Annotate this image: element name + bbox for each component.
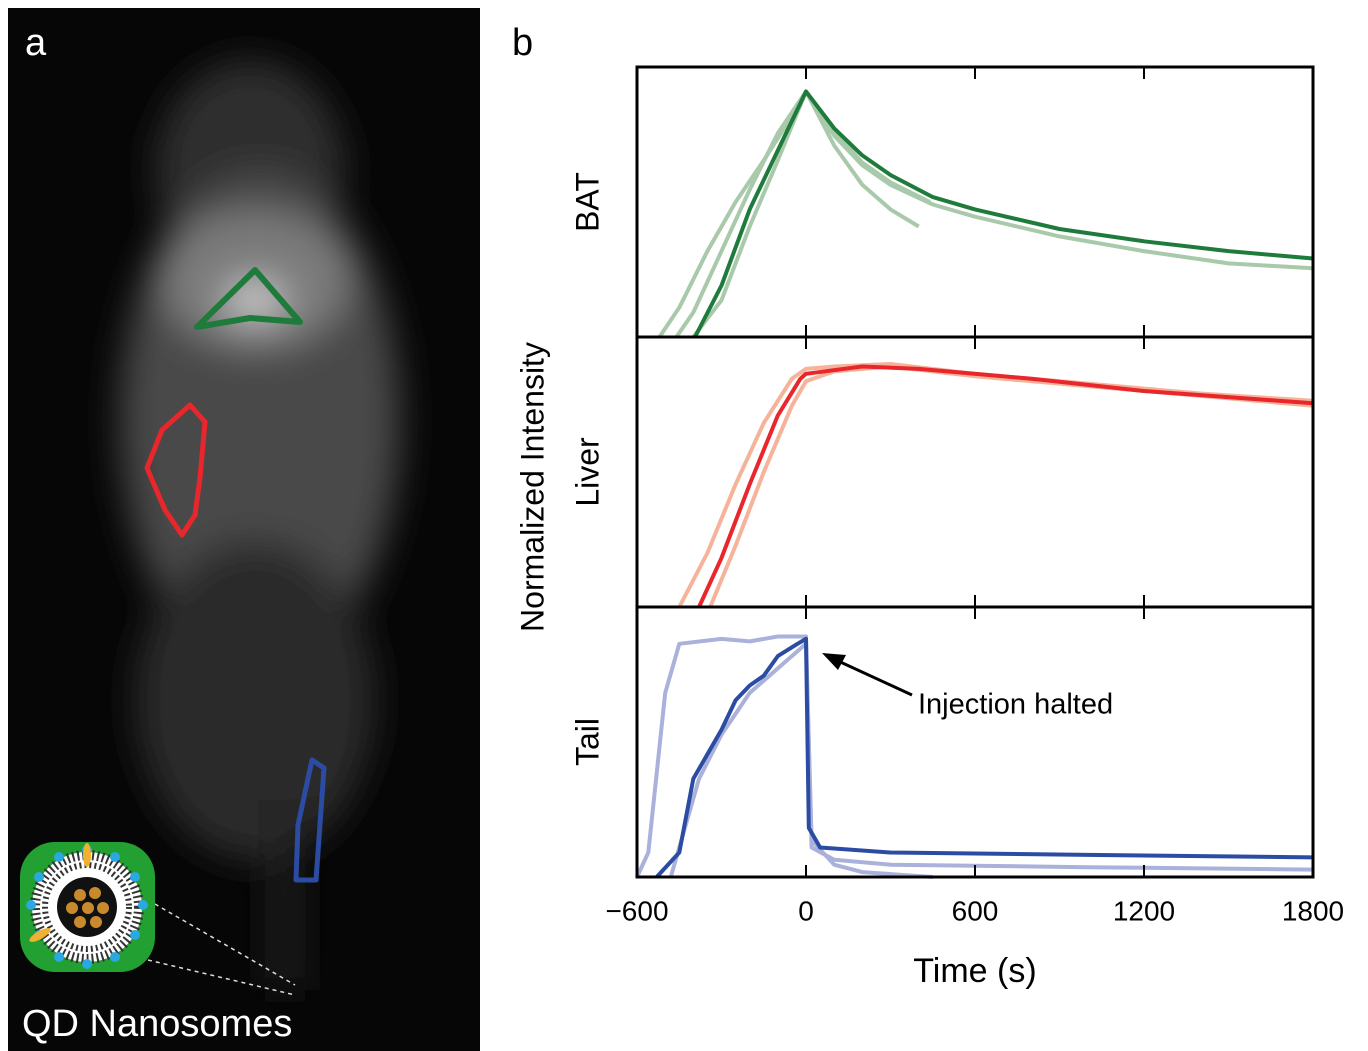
nanosome-icon (20, 842, 296, 996)
data-line (657, 89, 1314, 339)
x-tick-label: 600 (952, 895, 999, 926)
x-tick-label: 1800 (1282, 895, 1344, 926)
annotation: Injection halted (918, 689, 1113, 721)
x-tick-label: 1200 (1113, 895, 1175, 926)
y-axis-label: Tail (569, 718, 605, 766)
data-line (674, 89, 920, 339)
x-tick-label: 0 (798, 895, 814, 926)
roi-liver (144, 402, 208, 538)
y-axis-label: Liver (569, 437, 605, 507)
image-caption: QD Nanosomes (22, 1003, 292, 1045)
roi-bat (194, 267, 303, 330)
data-line (708, 364, 1314, 608)
annotation-arrow (822, 653, 913, 697)
data-line (655, 636, 1314, 879)
data-line (693, 89, 1314, 338)
data-line (697, 364, 1314, 608)
panel-label: a (25, 22, 47, 64)
y-axis-label: BAT (569, 172, 605, 232)
plot-frame (635, 605, 1315, 879)
x-axis-label: Time (s) (913, 952, 1036, 990)
y-axis-label: Normalized Intensity (514, 342, 550, 632)
data-line (668, 641, 933, 879)
data-line (677, 362, 1314, 608)
plot-frame (635, 65, 1315, 339)
panel-a: a QD Nanosomes (8, 8, 480, 1051)
mouse-image (120, 60, 400, 990)
data-line (635, 634, 1314, 878)
x-tick-label: −600 (605, 895, 668, 926)
roi-tail (293, 757, 327, 883)
panel-label: b (512, 22, 533, 64)
